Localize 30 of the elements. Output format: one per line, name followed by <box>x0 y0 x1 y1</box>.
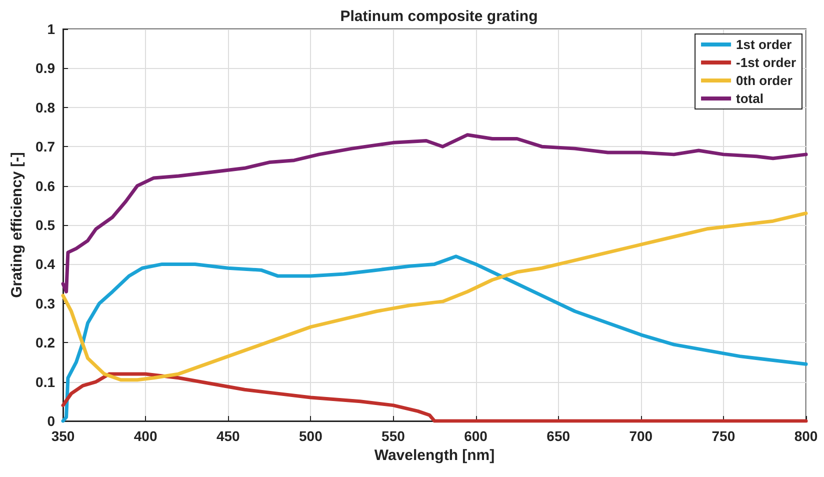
y-tick-label: 0.2 <box>36 334 56 351</box>
x-axis-title: Wavelength [nm] <box>374 446 495 464</box>
x-tick-label: 400 <box>134 428 158 444</box>
y-tick-label: 0.1 <box>36 374 56 390</box>
y-tick-label: 0.3 <box>36 295 56 312</box>
y-tick-label: 0 <box>47 413 56 429</box>
legend-label: total <box>736 91 764 106</box>
y-tick-label: 0.8 <box>36 99 56 116</box>
y-tick-label: 0.9 <box>36 60 56 76</box>
legend-label: 1st order <box>736 37 792 52</box>
y-tick-label: 0.5 <box>36 217 56 233</box>
x-tick-label: 450 <box>216 428 240 444</box>
y-tick-label: 0.7 <box>36 138 56 155</box>
x-tick-label: 750 <box>712 428 736 444</box>
y-axis-title: Grating efficiency [-] <box>8 152 26 298</box>
legend-label: -1st order <box>736 55 796 70</box>
x-tick-label: 550 <box>382 428 406 444</box>
x-tick-label: 800 <box>794 428 818 444</box>
x-tick-label: 600 <box>464 428 488 444</box>
legend-label: 0th order <box>736 73 792 88</box>
line-series <box>61 133 808 294</box>
x-tick-label: 650 <box>546 428 570 444</box>
x-tick-label: 500 <box>298 428 323 444</box>
line-series <box>61 211 808 382</box>
x-tick-label: 350 <box>51 428 75 444</box>
x-tick-label: 700 <box>629 428 653 444</box>
y-tick-label: 1 <box>47 21 56 37</box>
y-tick-label: 0.6 <box>36 178 56 194</box>
chart-title: Platinum composite grating <box>340 8 538 25</box>
y-tick-label: 0.4 <box>36 256 56 272</box>
